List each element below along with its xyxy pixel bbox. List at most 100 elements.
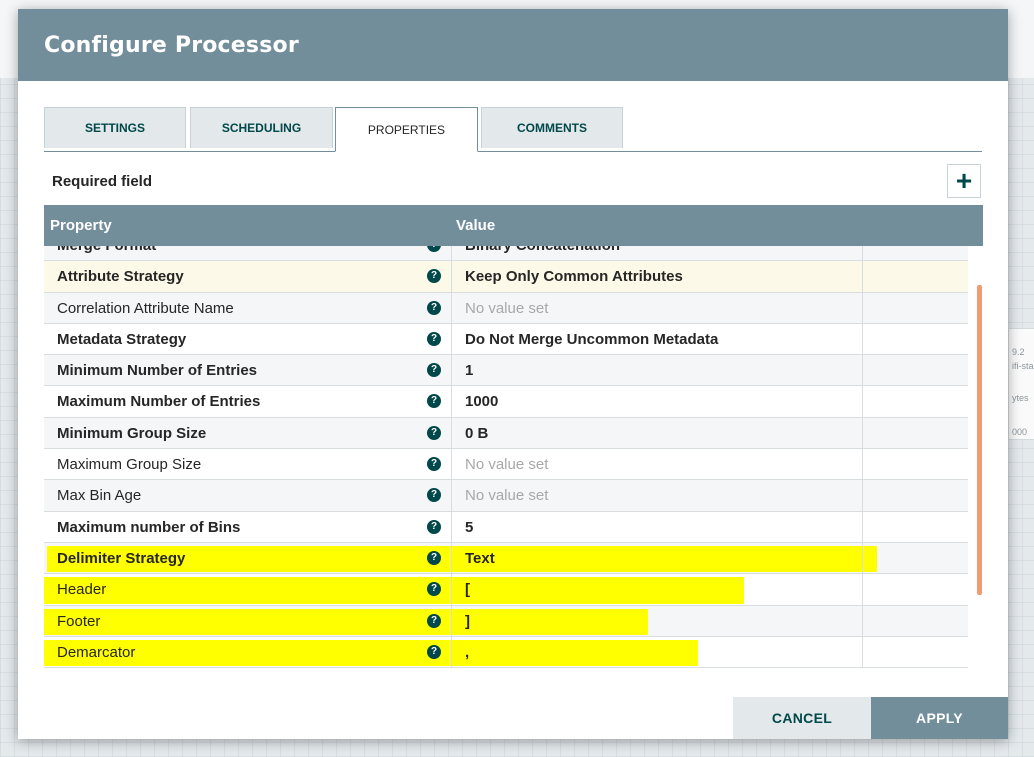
column-divider (862, 574, 863, 605)
card-line: 000 (1012, 427, 1028, 437)
highlight-mark (44, 639, 698, 666)
property-value[interactable]: 1 (465, 362, 474, 380)
tab-comments[interactable]: COMMENTS (481, 107, 623, 148)
column-divider (862, 480, 863, 511)
column-divider (862, 417, 863, 449)
help-icon[interactable]: ? (427, 246, 441, 252)
column-divider (451, 246, 452, 261)
column-divider (451, 323, 452, 355)
property-row[interactable]: Maximum Group Size? No value set (44, 449, 968, 481)
help-icon[interactable]: ? (427, 582, 441, 597)
property-row[interactable]: Maximum number of Bins? 5 (44, 511, 968, 543)
property-row[interactable]: Merge Format? Binary Concatenation (44, 246, 968, 262)
column-header-property: Property (50, 217, 112, 234)
property-row[interactable]: Delimiter Strategy? Text (44, 542, 968, 575)
property-value[interactable]: Binary Concatenation (465, 246, 620, 254)
column-divider (862, 636, 863, 668)
column-divider (862, 386, 863, 417)
property-value[interactable]: 1000 (465, 393, 499, 411)
property-value[interactable]: Text (465, 549, 495, 567)
property-name: Attribute Strategy (57, 268, 184, 286)
help-icon[interactable]: ? (427, 394, 441, 409)
property-value[interactable]: 0 B (465, 424, 489, 442)
property-name: Merge Format (57, 246, 156, 254)
cancel-button[interactable]: CANCEL (733, 697, 871, 739)
tab-settings[interactable]: SETTINGS (44, 107, 186, 148)
help-icon[interactable]: ? (427, 550, 441, 565)
column-divider (451, 386, 452, 417)
property-value[interactable]: [ (465, 581, 470, 599)
help-icon[interactable]: ? (427, 300, 441, 315)
property-row[interactable]: Attribute Strategy? Keep Only Common Attr… (44, 261, 968, 293)
property-row[interactable]: Demarcator?, (44, 636, 968, 669)
card-line: ifi-star (1012, 361, 1034, 371)
property-name: Delimiter Strategy (57, 549, 186, 567)
required-field-label: Required field (52, 173, 153, 190)
property-value[interactable]: No value set (465, 456, 549, 474)
column-divider (451, 480, 452, 511)
column-divider (451, 292, 452, 323)
properties-table-header: Property Value (44, 205, 983, 246)
column-divider (451, 605, 452, 636)
property-name: Demarcator (57, 643, 136, 661)
card-line: 9.2 (1012, 347, 1025, 357)
property-value[interactable]: , (465, 643, 470, 661)
property-row[interactable]: Max Bin Age? No value set (44, 480, 968, 512)
configure-processor-dialog: Configure Processor SETTINGS SCHEDULING … (18, 9, 1008, 739)
help-icon[interactable]: ? (427, 331, 441, 346)
column-divider (451, 511, 452, 542)
help-icon[interactable]: ? (427, 457, 441, 472)
property-name: Maximum Number of Entries (57, 393, 261, 411)
column-divider (862, 355, 863, 386)
tab-scheduling[interactable]: SCHEDULING (190, 107, 333, 148)
properties-rows: Merge Format? Binary Concatenation Attribu… (44, 246, 968, 669)
help-icon[interactable]: ? (427, 363, 441, 378)
column-divider (862, 261, 863, 292)
property-value[interactable]: No value set (465, 487, 549, 505)
apply-button[interactable]: APPLY (871, 697, 1008, 739)
highlight-mark (44, 577, 744, 605)
column-divider (451, 542, 452, 574)
property-name: Minimum Group Size (57, 424, 207, 442)
property-name: Max Bin Age (57, 487, 142, 505)
help-icon[interactable]: ? (427, 519, 441, 534)
help-icon[interactable]: ? (427, 269, 441, 284)
property-name: Minimum Number of Entries (57, 362, 258, 380)
dialog-title: Configure Processor (44, 33, 299, 58)
column-divider (862, 511, 863, 542)
background-processor-card: 9.2 ifi-star ytes 000 (1008, 328, 1034, 440)
property-row[interactable]: Correlation Attribute Name? No value set (44, 292, 968, 324)
tab-properties[interactable]: PROPERTIES (335, 107, 478, 152)
property-value[interactable]: Do Not Merge Uncommon Metadata (465, 330, 719, 348)
property-value[interactable]: 5 (465, 518, 474, 536)
property-name: Correlation Attribute Name (57, 299, 234, 317)
card-line: ytes (1012, 393, 1029, 403)
help-icon[interactable]: ? (427, 613, 441, 628)
property-row[interactable]: Header? [ (44, 574, 968, 606)
property-value[interactable]: ] (465, 612, 470, 630)
property-name: Maximum number of Bins (57, 518, 241, 536)
column-divider (451, 261, 452, 292)
property-name: Footer (57, 612, 101, 630)
property-row[interactable]: Footer?] (44, 605, 968, 637)
property-value[interactable]: No value set (465, 299, 549, 317)
property-row[interactable]: Maximum Number of Entries? 1000 (44, 386, 968, 418)
column-divider (862, 449, 863, 480)
column-divider (862, 605, 863, 636)
property-name: Header (57, 581, 107, 599)
property-value[interactable]: Keep Only Common Attributes (465, 268, 683, 286)
property-row[interactable]: Minimum Number of Entries? 1 (44, 355, 968, 387)
help-icon[interactable]: ? (427, 644, 441, 659)
help-icon[interactable]: ? (427, 488, 441, 503)
column-divider (451, 449, 452, 480)
column-header-value: Value (456, 217, 496, 234)
help-icon[interactable]: ? (427, 425, 441, 440)
tab-bar: SETTINGS SCHEDULING PROPERTIES COMMENTS (44, 107, 982, 152)
property-row[interactable]: Metadata Strategy? Do Not Merge Uncommon … (44, 323, 968, 356)
column-divider (451, 574, 452, 605)
property-row[interactable]: Minimum Group Size? 0 B (44, 417, 968, 450)
property-name: Metadata Strategy (57, 330, 187, 348)
table-scrollbar[interactable] (977, 285, 982, 595)
add-property-button[interactable]: + (947, 164, 981, 198)
properties-table-body[interactable]: Merge Format? Binary Concatenation Attribu… (44, 246, 968, 671)
